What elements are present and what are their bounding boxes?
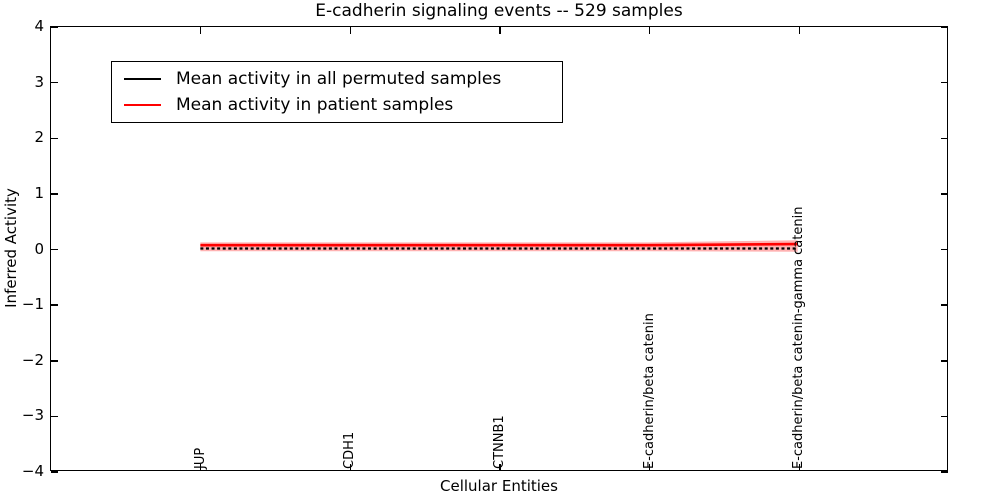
- x-category-label: E-cadherin/beta catenin: [641, 313, 657, 469]
- y-tick-left: [51, 415, 58, 418]
- x-tick-bottom: [199, 463, 202, 471]
- y-tick-left: [51, 193, 58, 195]
- x-tick-top: [798, 27, 801, 34]
- y-tick-right: [940, 137, 948, 139]
- y-tick-right: [940, 81, 948, 84]
- y-tick-right: [940, 415, 948, 418]
- x-tick-top: [349, 27, 352, 34]
- x-axis-label: Cellular Entities: [440, 477, 558, 495]
- chart-canvas: [200, 240, 798, 252]
- y-tick-label: 4: [34, 17, 44, 35]
- x-category-label: CTNNB1: [492, 415, 507, 469]
- y-tick-left: [51, 360, 58, 362]
- legend-entry-permuted: Mean activity in all permuted samples: [112, 69, 562, 89]
- y-tick-right: [940, 304, 948, 306]
- x-category-label: E-cadherin/beta catenin-gamma catenin: [791, 206, 807, 469]
- x-category-label: JUP: [192, 447, 208, 469]
- legend-line-sample-black: [124, 77, 161, 80]
- y-tick-label: 3: [34, 72, 44, 91]
- x-tick-bottom: [349, 463, 352, 471]
- legend: Mean activity in all permuted samples Me…: [111, 61, 563, 123]
- y-tick-label: −2: [21, 350, 44, 369]
- x-tick-bottom: [798, 463, 801, 471]
- y-tick-right: [940, 193, 948, 195]
- y-tick-label: −3: [21, 406, 44, 425]
- y-tick-right: [940, 471, 948, 473]
- chart-title: E-cadherin signaling events -- 529 sampl…: [315, 1, 683, 21]
- x-category-label: CDH1: [342, 431, 358, 469]
- y-tick-right: [940, 360, 948, 362]
- y-tick-label: 2: [34, 128, 44, 147]
- x-tick-top: [199, 27, 202, 34]
- y-tick-left: [51, 304, 58, 306]
- y-tick-left: [51, 248, 58, 251]
- x-tick-top: [648, 27, 651, 34]
- y-tick-left: [51, 26, 58, 28]
- x-tick-bottom: [648, 463, 651, 471]
- x-tick-top: [499, 27, 501, 34]
- legend-entry-patient: Mean activity in patient samples: [112, 95, 562, 115]
- y-tick-label: −4: [21, 462, 44, 480]
- y-tick-left: [51, 137, 58, 139]
- y-tick-right: [940, 248, 948, 251]
- plot-area: Mean activity in all permuted samples Me…: [50, 26, 948, 473]
- y-tick-label: 1: [34, 183, 44, 202]
- y-tick-label: −1: [21, 295, 44, 314]
- legend-line-sample-red: [124, 104, 161, 107]
- series-line-patient: [200, 242, 798, 247]
- y-tick-right: [940, 26, 948, 28]
- y-tick-left: [51, 471, 58, 473]
- x-tick-bottom: [499, 463, 501, 471]
- legend-label-permuted: Mean activity in all permuted samples: [176, 68, 502, 89]
- y-tick-label: 0: [34, 239, 44, 258]
- y-tick-left: [51, 81, 58, 84]
- legend-label-patient: Mean activity in patient samples: [176, 95, 454, 116]
